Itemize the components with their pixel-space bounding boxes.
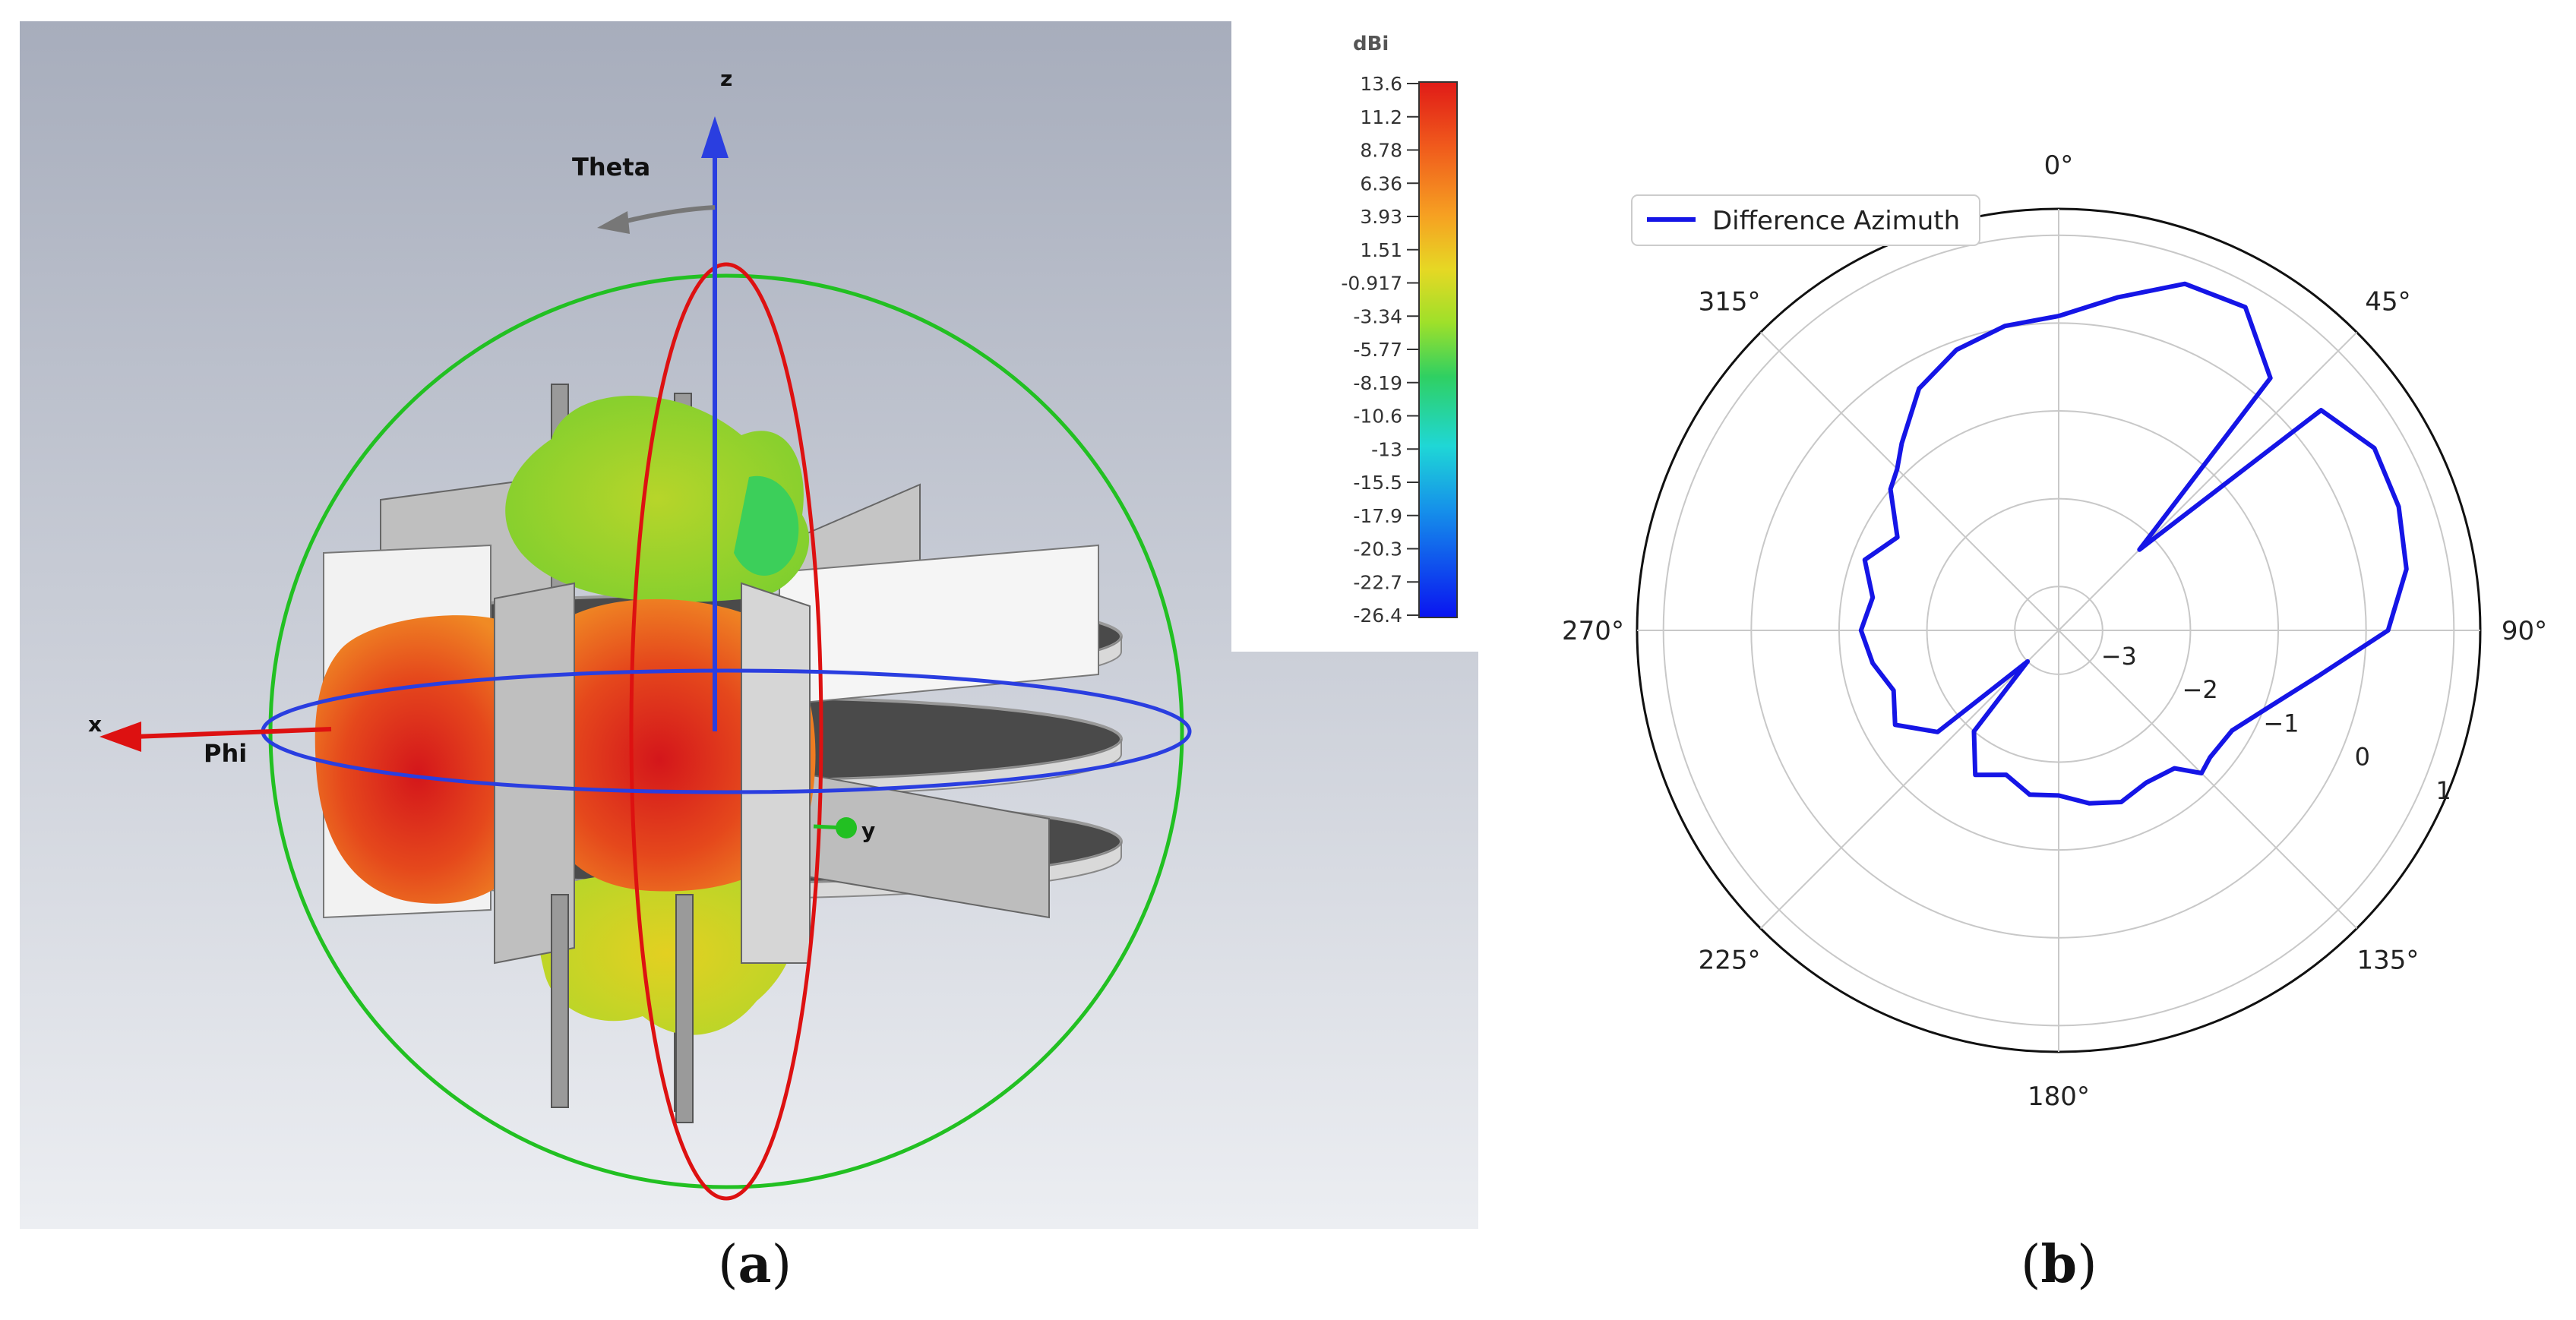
colorbar-tick-label: -22.7	[1353, 571, 1402, 593]
colorbar-tick-label: -5.77	[1353, 339, 1402, 361]
colorbar-unit: dBi	[1353, 33, 1389, 55]
colorbar-ticks: 13.6 11.2 8.78 6.36 3.93 1.51 -0.917 -3.34 -5.77…	[1341, 73, 1419, 627]
colorbar-tick-label: -3.34	[1353, 305, 1402, 327]
colorbar-tick-label: -15.5	[1353, 472, 1402, 494]
colorbar-tick-label: 1.51	[1360, 239, 1402, 261]
polar-grid-spoke	[1759, 630, 2059, 930]
x-axis-line	[133, 727, 332, 739]
polar-angle-label: 270°	[1562, 616, 1624, 646]
lobe-top-cyan	[734, 475, 799, 576]
polar-angle-labels: 0° 45° 90° 135° 180° 225° 270° 315°	[1562, 150, 2547, 1112]
polar-angle-label: 225°	[1699, 945, 1761, 975]
colorbar: dBi 13.6 11.2 8.78 6.36 3.93 1.51 -0.917 -3.34 -…	[1341, 33, 1458, 627]
polar-radial-labels: −3 −2 −1 0 1	[2101, 642, 2451, 805]
theta-arrow-head	[597, 211, 630, 234]
polar-angle-label: 0°	[2044, 150, 2074, 181]
polar-angle-label: 315°	[1699, 287, 1761, 317]
lobe-left	[314, 615, 544, 904]
colorbar-tick-label: 11.2	[1360, 106, 1402, 128]
colorbar-tick-label: -20.3	[1353, 538, 1402, 561]
polar-grid-spoke	[1759, 331, 2059, 631]
y-axis-marker	[836, 817, 857, 838]
polar-angle-label: 45°	[2365, 287, 2410, 317]
polar-radial-label: 0	[2355, 743, 2370, 772]
theta-label: Theta	[572, 153, 650, 182]
polar-radial-label: −2	[2182, 675, 2218, 704]
polar-svg: 0° 45° 90° 135° 180° 225° 270° 315° −3 −2 −1 0 1 Di…	[1562, 150, 2547, 1112]
polar-grid	[1636, 207, 2482, 1053]
phi-label: Phi	[204, 739, 247, 768]
caption-a: (a)	[718, 1234, 792, 1295]
polar-radial-label: 1	[2435, 776, 2451, 805]
polar-angle-label: 135°	[2357, 945, 2420, 975]
colorbar-tick-label: 13.6	[1360, 73, 1402, 95]
pattern-3d-svg: dBi 13.6 11.2 8.78 6.36 3.93 1.51 -0.917 -3.34 -…	[20, 21, 1478, 1229]
z-axis-label: z	[720, 66, 732, 91]
theta-arrow	[619, 205, 716, 225]
y-axis-label: y	[861, 818, 875, 843]
colorbar-tick-label: 3.93	[1360, 206, 1402, 228]
colorbar-bar	[1418, 81, 1458, 618]
x-axis-label: x	[88, 712, 102, 737]
legend-label: Difference Azimuth	[1712, 206, 1960, 236]
colorbar-tick-label: -26.4	[1353, 605, 1402, 627]
polar-grid-spoke	[2058, 331, 2358, 631]
polar-angle-label: 180°	[2028, 1082, 2090, 1112]
colorbar-tick-label: -13	[1371, 438, 1402, 460]
colorbar-tick-label: -0.917	[1341, 273, 1402, 295]
z-axis-arrow	[701, 116, 729, 158]
x-axis-arrow	[100, 722, 141, 752]
fin-front-center	[741, 582, 811, 964]
polar-grid-spoke	[2058, 630, 2358, 930]
front-rod-left	[551, 894, 569, 1108]
polar-radial-label: −3	[2101, 642, 2137, 671]
panel-b-polar-plot: 0° 45° 90° 135° 180° 225° 270° 315° −3 −2 −1 0 1 Di…	[1519, 106, 2568, 1170]
legend: Difference Azimuth	[1631, 194, 1980, 246]
lobe-bottom	[538, 871, 797, 1035]
theta-circle	[629, 262, 823, 1201]
difference-azimuth-line	[1858, 281, 2409, 806]
colorbar-tick-label: -10.6	[1353, 406, 1402, 428]
polar-radial-label: −1	[2263, 709, 2299, 737]
legend-box	[1631, 194, 1980, 246]
colorbar-tick-label: -8.19	[1353, 372, 1402, 394]
colorbar-tick-label: -17.9	[1353, 505, 1402, 527]
colorbar-tick-label: 6.36	[1360, 172, 1402, 194]
polar-angle-label: 90°	[2502, 616, 2547, 646]
panel-a-3d-pattern: dBi 13.6 11.2 8.78 6.36 3.93 1.51 -0.917 -3.34 -…	[20, 21, 1478, 1229]
caption-b: (b)	[2021, 1234, 2097, 1295]
front-rod	[675, 894, 694, 1123]
colorbar-tick-label: 8.78	[1360, 140, 1402, 162]
lobe-top	[505, 395, 810, 602]
